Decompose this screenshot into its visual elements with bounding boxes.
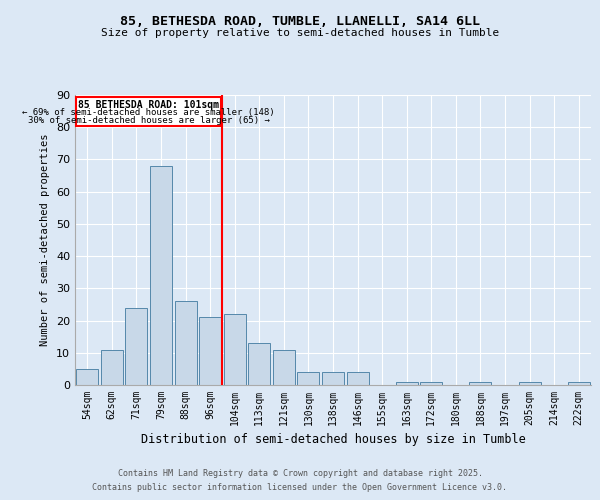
Bar	[248, 343, 271, 385]
Bar	[273, 350, 295, 385]
Y-axis label: Number of semi-detached properties: Number of semi-detached properties	[40, 134, 50, 346]
Text: 85 BETHESDA ROAD: 101sqm: 85 BETHESDA ROAD: 101sqm	[78, 100, 219, 110]
Text: ← 69% of semi-detached houses are smaller (148): ← 69% of semi-detached houses are smalle…	[22, 108, 275, 117]
Bar	[101, 350, 123, 385]
Bar	[125, 308, 148, 385]
Bar	[76, 369, 98, 385]
Bar	[199, 318, 221, 385]
Text: 30% of semi-detached houses are larger (65) →: 30% of semi-detached houses are larger (…	[28, 116, 269, 125]
Bar	[322, 372, 344, 385]
Bar	[568, 382, 590, 385]
Bar	[347, 372, 368, 385]
Bar	[395, 382, 418, 385]
Bar	[224, 314, 246, 385]
Text: Size of property relative to semi-detached houses in Tumble: Size of property relative to semi-detach…	[101, 28, 499, 38]
Bar	[469, 382, 491, 385]
Text: 85, BETHESDA ROAD, TUMBLE, LLANELLI, SA14 6LL: 85, BETHESDA ROAD, TUMBLE, LLANELLI, SA1…	[120, 15, 480, 28]
X-axis label: Distribution of semi-detached houses by size in Tumble: Distribution of semi-detached houses by …	[140, 434, 526, 446]
Bar	[150, 166, 172, 385]
Bar	[420, 382, 442, 385]
Bar	[518, 382, 541, 385]
Bar	[175, 301, 197, 385]
Bar	[298, 372, 319, 385]
Text: Contains public sector information licensed under the Open Government Licence v3: Contains public sector information licen…	[92, 484, 508, 492]
FancyBboxPatch shape	[76, 96, 221, 126]
Text: Contains HM Land Registry data © Crown copyright and database right 2025.: Contains HM Land Registry data © Crown c…	[118, 468, 482, 477]
